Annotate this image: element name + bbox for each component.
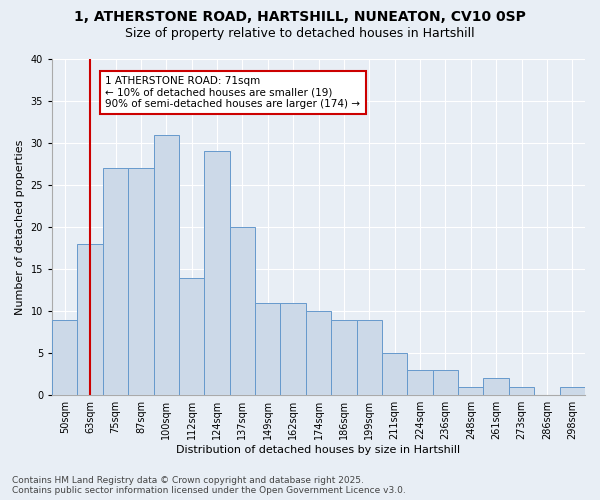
Bar bbox=[103, 168, 128, 395]
Bar bbox=[205, 152, 230, 395]
Bar bbox=[356, 320, 382, 395]
Text: Contains HM Land Registry data © Crown copyright and database right 2025.
Contai: Contains HM Land Registry data © Crown c… bbox=[12, 476, 406, 495]
Bar bbox=[52, 320, 77, 395]
Text: 1, ATHERSTONE ROAD, HARTSHILL, NUNEATON, CV10 0SP: 1, ATHERSTONE ROAD, HARTSHILL, NUNEATON,… bbox=[74, 10, 526, 24]
Bar bbox=[128, 168, 154, 395]
Bar bbox=[560, 387, 585, 395]
X-axis label: Distribution of detached houses by size in Hartshill: Distribution of detached houses by size … bbox=[176, 445, 461, 455]
Bar bbox=[509, 387, 534, 395]
Text: Size of property relative to detached houses in Hartshill: Size of property relative to detached ho… bbox=[125, 28, 475, 40]
Bar bbox=[306, 311, 331, 395]
Bar bbox=[77, 244, 103, 395]
Bar bbox=[331, 320, 356, 395]
Bar bbox=[154, 134, 179, 395]
Bar bbox=[382, 353, 407, 395]
Y-axis label: Number of detached properties: Number of detached properties bbox=[15, 140, 25, 315]
Bar bbox=[407, 370, 433, 395]
Bar bbox=[433, 370, 458, 395]
Bar bbox=[458, 387, 484, 395]
Bar bbox=[255, 303, 280, 395]
Bar bbox=[179, 278, 205, 395]
Bar bbox=[230, 227, 255, 395]
Bar bbox=[280, 303, 306, 395]
Text: 1 ATHERSTONE ROAD: 71sqm
← 10% of detached houses are smaller (19)
90% of semi-d: 1 ATHERSTONE ROAD: 71sqm ← 10% of detach… bbox=[106, 76, 361, 109]
Bar bbox=[484, 378, 509, 395]
